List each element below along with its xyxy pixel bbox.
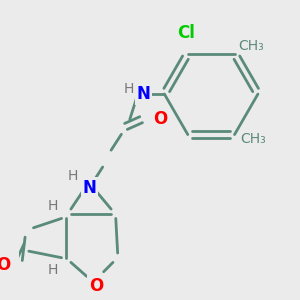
Text: CH₃: CH₃: [238, 39, 264, 53]
Text: H: H: [124, 82, 134, 96]
Text: N: N: [137, 85, 151, 103]
Text: O: O: [89, 277, 103, 295]
Text: H: H: [48, 263, 58, 277]
Text: O: O: [154, 110, 168, 128]
Text: N: N: [83, 178, 97, 196]
Text: H: H: [48, 199, 58, 213]
Text: CH₃: CH₃: [240, 132, 266, 146]
Text: O: O: [0, 256, 11, 274]
Text: H: H: [68, 169, 78, 183]
Text: Cl: Cl: [177, 24, 195, 42]
